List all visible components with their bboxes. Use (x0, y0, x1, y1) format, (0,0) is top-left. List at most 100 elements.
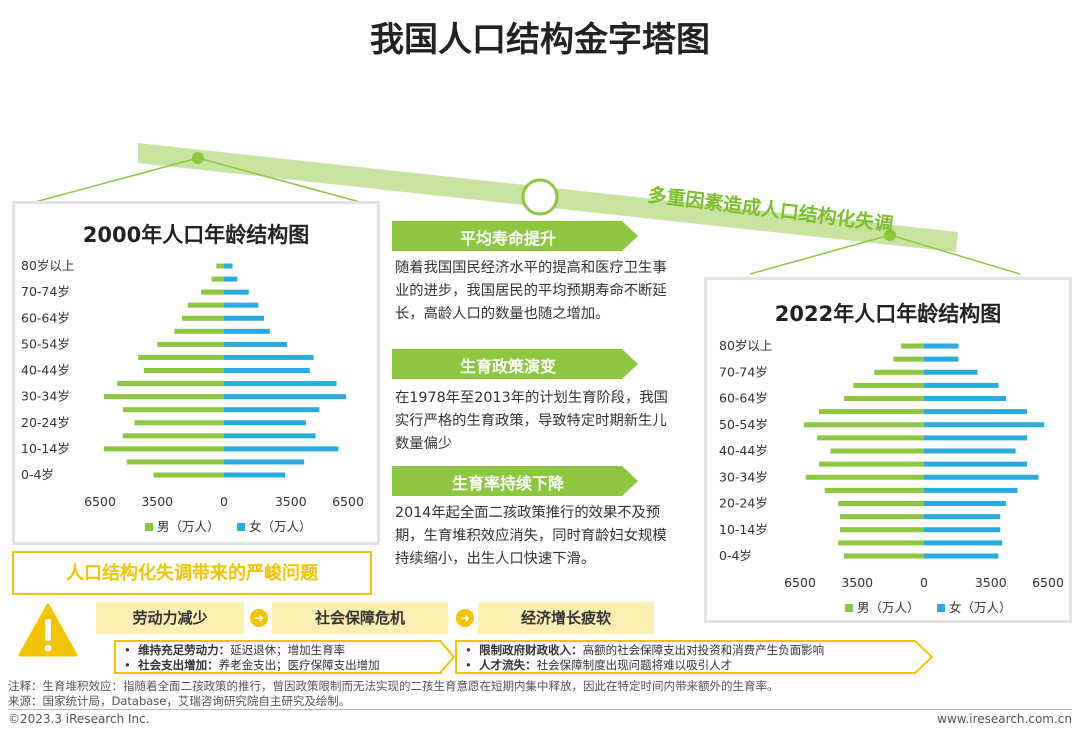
bar-male-55-59岁 (819, 409, 924, 415)
x-tick-label: 6500 (784, 575, 816, 590)
bar-female-0-4岁 (224, 472, 286, 478)
chart-panel-2000: 2000年人口年龄结构图 0-4岁 10-14岁 20-24岁 30-34岁 40-44… (12, 201, 380, 545)
problems-title: 人口结构化失调带来的严峻问题 (66, 563, 318, 584)
bar-male-70-74岁 (201, 289, 224, 295)
issue-labor: 劳动力减少 (96, 602, 244, 634)
bar-female-80岁以上 (224, 263, 233, 269)
bar-male-70-74岁 (874, 369, 924, 375)
bar-male-40-44岁 (830, 448, 924, 454)
bar-male-45-49岁 (817, 435, 924, 441)
bar-male-0-4岁 (153, 472, 224, 478)
bar-female-50-54岁 (924, 422, 1045, 428)
impact-row: • 限制政府财政收入：高额的社会保障支出对投资和消费产生负面影响 (465, 643, 825, 657)
section-text-fertility: 2014年起全面二孩政策推行的效果不及预期，生育堆积效应消失，同时育龄妇女规模持… (395, 505, 667, 567)
y-tick-label: 40-44岁 (719, 443, 768, 458)
x-tick-label: 6500 (84, 494, 116, 509)
impact-box-right: • 限制政府财政收入：高额的社会保障支出对投资和消费产生负面影响 • 人才流失：… (455, 640, 915, 674)
section-header-lifespan: 平均寿命提升 (392, 221, 638, 251)
legend-label-male: 男（万人） (857, 600, 920, 615)
impact-box-left: • 维持充足劳动力：延迟退休；增加生育率 • 社会支出增加：养老金支出；医疗保障… (114, 640, 442, 674)
x-tick-label: 3500 (141, 494, 173, 509)
bar-female-70-74岁 (224, 289, 249, 295)
section-header-fertility: 生育率持续下降 (392, 466, 638, 496)
bar-female-75-79岁 (224, 276, 238, 282)
chart-title-2000: 2000年人口年龄结构图 (82, 223, 310, 247)
y-tick-label: 20-24岁 (719, 496, 768, 511)
legend-label-female: 女（万人） (249, 519, 312, 534)
x-tick-label: 3500 (975, 575, 1007, 590)
bar-male-50-54岁 (803, 422, 924, 428)
y-tick-label: 0-4岁 (719, 548, 752, 563)
bar-female-5-9岁 (224, 459, 305, 465)
x-tick-label: 0 (920, 575, 928, 590)
bar-male-10-14岁 (840, 527, 924, 533)
population-pyramid-2000: 0-4岁 10-14岁 20-24岁 30-34岁 40-44岁 50-54岁 60-64岁… (21, 258, 364, 534)
bar-female-5-9岁 (924, 540, 1003, 546)
impact-row: • 人才流失：社会保障制度出现问题将难以吸引人才 (465, 658, 733, 672)
y-tick-label: 80岁以上 (719, 338, 772, 353)
bar-male-80岁以上 (216, 263, 224, 269)
bar-female-40-44岁 (924, 448, 1016, 454)
bar-male-25-29岁 (122, 407, 224, 413)
bar-male-20-24岁 (134, 420, 224, 426)
x-tick-label: 0 (220, 494, 228, 509)
bar-female-35-39岁 (224, 381, 337, 387)
legend-swatch-male (845, 604, 853, 612)
chart-panel-2022: 2022年人口年龄结构图 80岁以上 70-74岁 60-64岁 50-54岁 40-4… (704, 277, 1072, 623)
bar-male-0-4岁 (843, 553, 924, 559)
bar-male-45-49岁 (138, 354, 224, 360)
bar-male-30-34岁 (103, 394, 224, 400)
bar-female-10-14岁 (924, 527, 1001, 533)
y-tick-label: 50-54岁 (21, 336, 70, 351)
y-tick-label: 10-14岁 (719, 522, 768, 537)
legend-swatch-female (237, 523, 245, 531)
issue-social-security: 社会保障危机 (272, 602, 448, 634)
x-tick-label: 3500 (841, 575, 873, 590)
bar-female-60-64岁 (924, 396, 1007, 401)
x-tick-label: 3500 (275, 494, 307, 509)
footer-copyright: ©2023.3 iResearch Inc. (8, 712, 150, 726)
bar-female-45-49岁 (224, 354, 314, 360)
bar-male-60-64岁 (182, 315, 224, 321)
y-tick-label: 60-64岁 (719, 391, 768, 406)
section-text-lifespan: 随着我国国民经济水平的提高和医疗卫生事业的进步，我国居民的平均预期寿命不断延长，… (395, 260, 667, 322)
bar-male-60-64岁 (843, 396, 924, 401)
arrow-right-icon: ➜ (250, 609, 268, 627)
bar-female-65-69岁 (224, 302, 259, 308)
bar-male-75-79岁 (893, 356, 924, 362)
impact-row: • 社会支出增加：养老金支出；医疗保障支出增加 (124, 658, 380, 672)
x-tick-label: 6500 (332, 494, 364, 509)
bar-female-15-19岁 (924, 514, 1001, 520)
bar-female-0-4岁 (924, 553, 999, 559)
impact-row: • 维持充足劳动力：延迟退休；增加生育率 (124, 643, 346, 657)
legend-swatch-female (937, 604, 945, 612)
bar-male-65-69岁 (853, 382, 924, 388)
bar-male-5-9岁 (838, 540, 924, 546)
y-tick-label: 30-34岁 (719, 469, 768, 484)
y-tick-label: 30-34岁 (21, 389, 70, 404)
x-tick-label: 6500 (1032, 575, 1064, 590)
y-tick-label: 20-24岁 (21, 415, 70, 430)
bar-male-30-34岁 (805, 474, 924, 480)
bar-female-30-34岁 (224, 394, 347, 400)
bar-male-65-69岁 (187, 302, 224, 308)
legend-swatch-male (145, 523, 153, 531)
bar-female-35-39岁 (924, 461, 1028, 467)
bar-male-55-59岁 (174, 328, 224, 334)
bar-male-10-14岁 (103, 446, 224, 452)
warning-icon (18, 603, 78, 657)
section-heading: 平均寿命提升 (459, 229, 556, 248)
y-tick-label: 80岁以上 (21, 258, 74, 273)
bar-female-55-59岁 (224, 328, 270, 334)
bar-male-35-39岁 (117, 381, 224, 387)
footer-website: www.iresearch.com.cn (937, 712, 1072, 726)
y-tick-label: 40-44岁 (21, 363, 70, 378)
bar-female-20-24岁 (224, 420, 307, 426)
bar-female-10-14岁 (224, 446, 339, 452)
bar-female-80岁以上 (924, 343, 959, 349)
bar-female-15-19岁 (224, 433, 316, 439)
chart-title-2022: 2022年人口年龄结构图 (774, 302, 1002, 326)
bar-female-50-54岁 (224, 341, 287, 347)
arrow-right-icon: ➜ (456, 609, 474, 627)
